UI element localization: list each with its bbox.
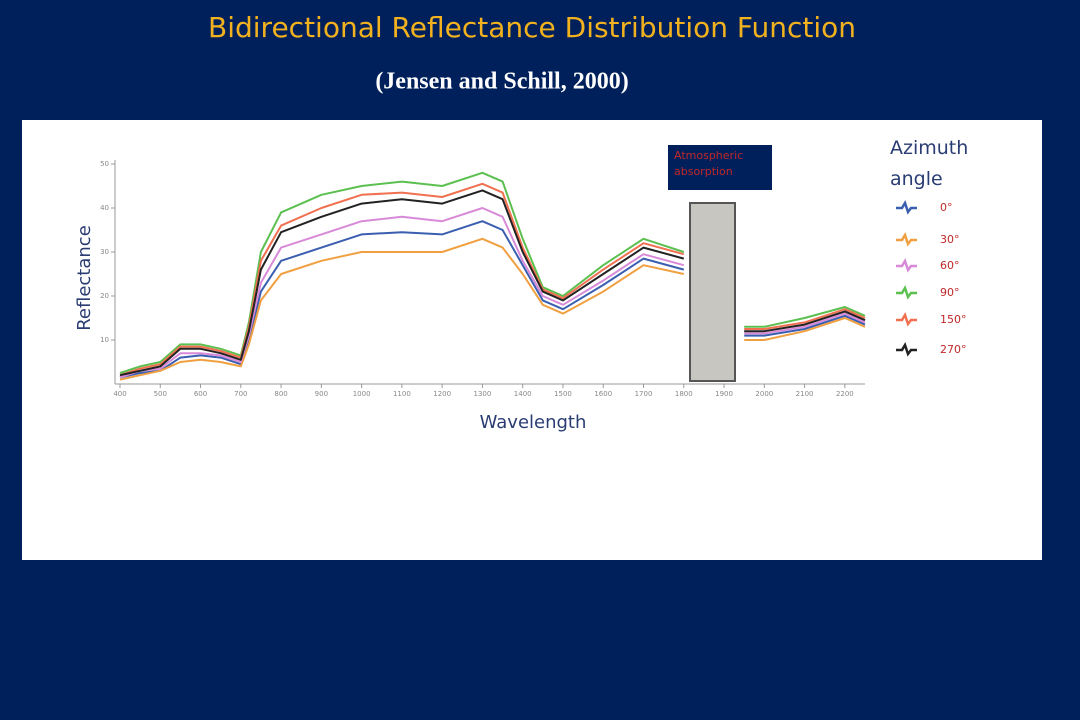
subtitle: (Jensen and Schill, 2000) xyxy=(375,69,628,95)
x-tick-label: 400 xyxy=(113,390,126,398)
y-tick-label: 30 xyxy=(100,248,109,256)
series-line xyxy=(119,237,866,381)
x-tick-label: 500 xyxy=(154,390,167,398)
series-line xyxy=(119,189,866,377)
x-tick-label: 1000 xyxy=(353,390,371,398)
x-tick-label: 2200 xyxy=(836,390,854,398)
x-tick-label: 1900 xyxy=(715,390,733,398)
series-line xyxy=(119,182,866,377)
x-tick-label: 700 xyxy=(234,390,247,398)
annotation-box xyxy=(668,145,772,190)
legend-label: 0° xyxy=(940,201,953,214)
legend-swatch xyxy=(896,258,917,273)
series-line xyxy=(119,171,866,374)
x-tick-label: 2100 xyxy=(796,390,814,398)
y-tick-label: 40 xyxy=(100,204,109,212)
legend-title: Azimuth angle xyxy=(890,137,969,190)
legend-swatch xyxy=(896,342,917,357)
x-tick-label: 1200 xyxy=(433,390,451,398)
legend-swatch xyxy=(896,312,917,327)
x-axis-label: Wavelength xyxy=(480,412,587,433)
y-axis-label: Reflectance xyxy=(74,225,95,331)
x-tick-label: 2000 xyxy=(755,390,773,398)
series-line xyxy=(119,220,866,379)
x-tick-label: 1100 xyxy=(393,390,411,398)
legend-label: 60° xyxy=(940,259,960,272)
x-tick-label: 600 xyxy=(194,390,207,398)
legend-swatch xyxy=(896,232,917,247)
y-tick-label: 10 xyxy=(100,336,109,344)
x-tick-label: 1300 xyxy=(474,390,492,398)
legend-label: 90° xyxy=(940,286,960,299)
legend-title-wrap: Azimuth angle xyxy=(890,137,969,190)
chart-panel xyxy=(22,120,1042,560)
slide-title: Bidirectional Reflectance Distribution F… xyxy=(208,11,856,44)
x-tick-label: 1700 xyxy=(635,390,653,398)
annotation: Atmospheric absorption xyxy=(674,149,744,178)
absorption-band xyxy=(689,202,736,382)
x-tick-label: 900 xyxy=(315,390,328,398)
x-tick-label: 800 xyxy=(274,390,287,398)
x-tick-label: 1600 xyxy=(594,390,612,398)
x-tick-label: 1400 xyxy=(514,390,532,398)
legend-swatch xyxy=(896,285,917,300)
annotation-wrap: Atmospheric absorption xyxy=(674,149,744,178)
legend-label: 150° xyxy=(940,313,967,326)
legend-swatch xyxy=(896,200,917,215)
legend-label: 270° xyxy=(940,343,967,356)
y-tick-label: 20 xyxy=(100,292,109,300)
x-tick-label: 1500 xyxy=(554,390,572,398)
y-tick-label: 50 xyxy=(100,160,109,168)
legend-label: 30° xyxy=(940,233,960,246)
x-tick-label: 1800 xyxy=(675,390,693,398)
series-line xyxy=(119,207,866,379)
